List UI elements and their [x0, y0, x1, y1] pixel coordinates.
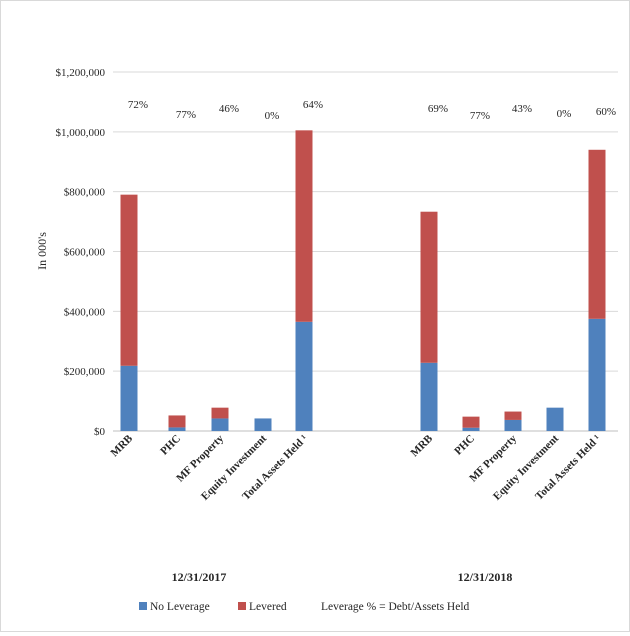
group-label: 12/31/2018: [458, 570, 513, 584]
legend-label-levered: Levered: [249, 601, 287, 613]
bar-no-leverage: [168, 427, 186, 431]
bar-levered: [462, 416, 480, 428]
legend-label-no-leverage: No Leverage: [150, 601, 210, 613]
leverage-pct-label: 77%: [470, 110, 490, 122]
legend-note: Leverage % = Debt/Assets Held: [321, 601, 470, 613]
leverage-pct-label: 0%: [557, 108, 572, 120]
leverage-pct-label: 69%: [428, 103, 448, 115]
y-axis-label: In 000's: [35, 232, 49, 270]
leverage-pct-label: 64%: [303, 99, 323, 111]
bar-no-leverage: [462, 427, 480, 431]
bar-levered: [168, 415, 186, 428]
leverage-pct-label: 0%: [265, 110, 280, 122]
bar-no-leverage: [120, 365, 138, 431]
y-tick-label: $1,000,000: [56, 127, 106, 139]
x-category-label: PHC: [452, 433, 477, 458]
bar-levered: [588, 149, 606, 319]
leverage-pct-label: 46%: [219, 103, 239, 115]
y-tick-label: $1,200,000: [56, 67, 106, 79]
y-tick-label: $400,000: [64, 306, 106, 318]
bar-levered: [420, 211, 438, 363]
y-tick-label: $800,000: [64, 187, 106, 199]
bar-no-leverage: [588, 318, 606, 431]
bar-levered: [504, 411, 522, 420]
bar-levered: [211, 407, 229, 419]
leverage-pct-label: 43%: [512, 103, 532, 115]
leverage-pct-label: 60%: [596, 106, 616, 118]
bar-no-leverage: [504, 419, 522, 431]
bar-levered: [295, 130, 313, 322]
bar-no-leverage: [295, 321, 313, 431]
legend-swatch-levered: [238, 602, 246, 610]
bar-levered: [120, 194, 138, 366]
y-tick-label: $600,000: [64, 247, 106, 259]
bar-no-leverage: [546, 407, 564, 431]
bar-no-leverage: [420, 362, 438, 431]
bar-no-leverage: [211, 418, 229, 431]
y-tick-label: $200,000: [64, 366, 106, 378]
x-category-label: MRB: [408, 432, 435, 459]
bar-no-leverage: [254, 418, 272, 431]
x-category-label: PHC: [158, 433, 183, 458]
leverage-pct-label: 72%: [128, 99, 148, 111]
y-tick-label: $0: [94, 426, 106, 438]
leverage-pct-label: 77%: [176, 109, 196, 121]
group-label: 12/31/2017: [172, 570, 227, 584]
legend-swatch-no-leverage: [139, 602, 147, 610]
x-category-label: MRB: [108, 432, 135, 459]
